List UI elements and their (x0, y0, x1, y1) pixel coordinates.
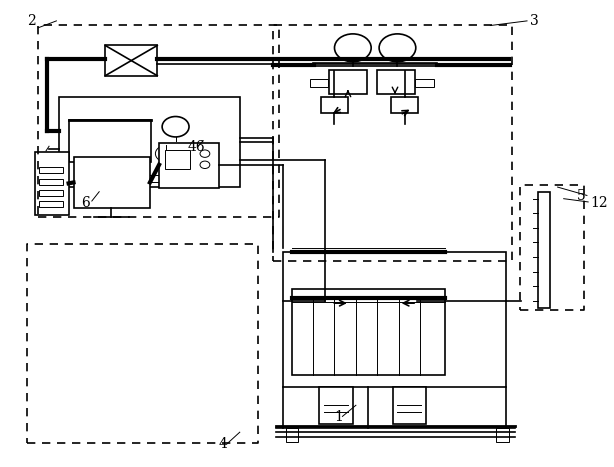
Text: 4: 4 (219, 437, 227, 451)
Bar (415, 79, 433, 87)
Bar (165, 150, 190, 170)
Bar (319, 387, 353, 424)
Bar (310, 79, 328, 87)
Text: 6: 6 (81, 196, 90, 210)
Bar (286, 429, 298, 442)
Bar (376, 70, 414, 94)
Bar (105, 45, 157, 76)
Bar (39, 200, 63, 206)
Bar (538, 192, 550, 308)
Circle shape (335, 34, 371, 62)
Text: 1: 1 (335, 410, 343, 424)
Bar (69, 120, 151, 162)
Text: 2: 2 (27, 14, 36, 28)
Circle shape (162, 116, 189, 137)
Bar (159, 142, 219, 188)
Bar (39, 191, 63, 196)
Text: 3: 3 (530, 14, 539, 28)
Bar (497, 429, 508, 442)
Bar (292, 289, 445, 375)
Bar (74, 157, 150, 208)
Circle shape (155, 145, 177, 162)
Circle shape (200, 150, 210, 157)
Bar (282, 252, 506, 387)
Bar (35, 152, 69, 215)
Bar (39, 179, 63, 185)
Bar (39, 167, 63, 173)
Text: 46: 46 (188, 140, 206, 154)
Circle shape (379, 34, 416, 62)
Circle shape (200, 161, 210, 169)
Bar (329, 70, 367, 94)
Bar (75, 175, 90, 182)
Bar (98, 175, 113, 182)
Bar (392, 387, 426, 424)
Bar (391, 97, 418, 113)
Bar (171, 175, 187, 182)
Bar (148, 175, 163, 182)
Bar (60, 97, 239, 187)
Bar (321, 97, 348, 113)
Text: 5: 5 (577, 189, 586, 203)
Text: 12: 12 (590, 196, 608, 210)
